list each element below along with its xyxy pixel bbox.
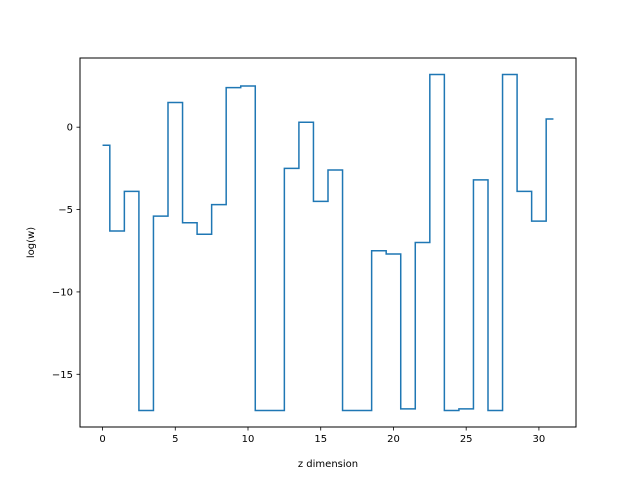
plot-frame	[79, 57, 577, 428]
y-tick-label: −10	[52, 287, 73, 298]
x-tick-label: 30	[533, 434, 546, 445]
y-tick-label: −15	[52, 370, 73, 381]
x-tick-label: 20	[387, 434, 400, 445]
y-tick-label: −5	[58, 205, 73, 216]
plot-area	[80, 58, 576, 427]
x-axis-label: z dimension	[298, 459, 358, 470]
y-axis-label: log(w)	[26, 227, 37, 258]
x-tick-label: 5	[172, 434, 178, 445]
series-layer	[102, 73, 554, 412]
x-tick-label: 0	[99, 434, 105, 445]
x-tick-label: 10	[242, 434, 255, 445]
x-tick-label: 15	[314, 434, 327, 445]
x-axis-ticks: 0 5 10 15 20 25 30	[99, 427, 545, 445]
x-tick-label: 25	[460, 434, 473, 445]
y-axis-ticks: −15 −10 −5 0	[52, 123, 80, 381]
series-line-0	[102, 73, 554, 412]
y-tick-label: 0	[67, 123, 73, 134]
